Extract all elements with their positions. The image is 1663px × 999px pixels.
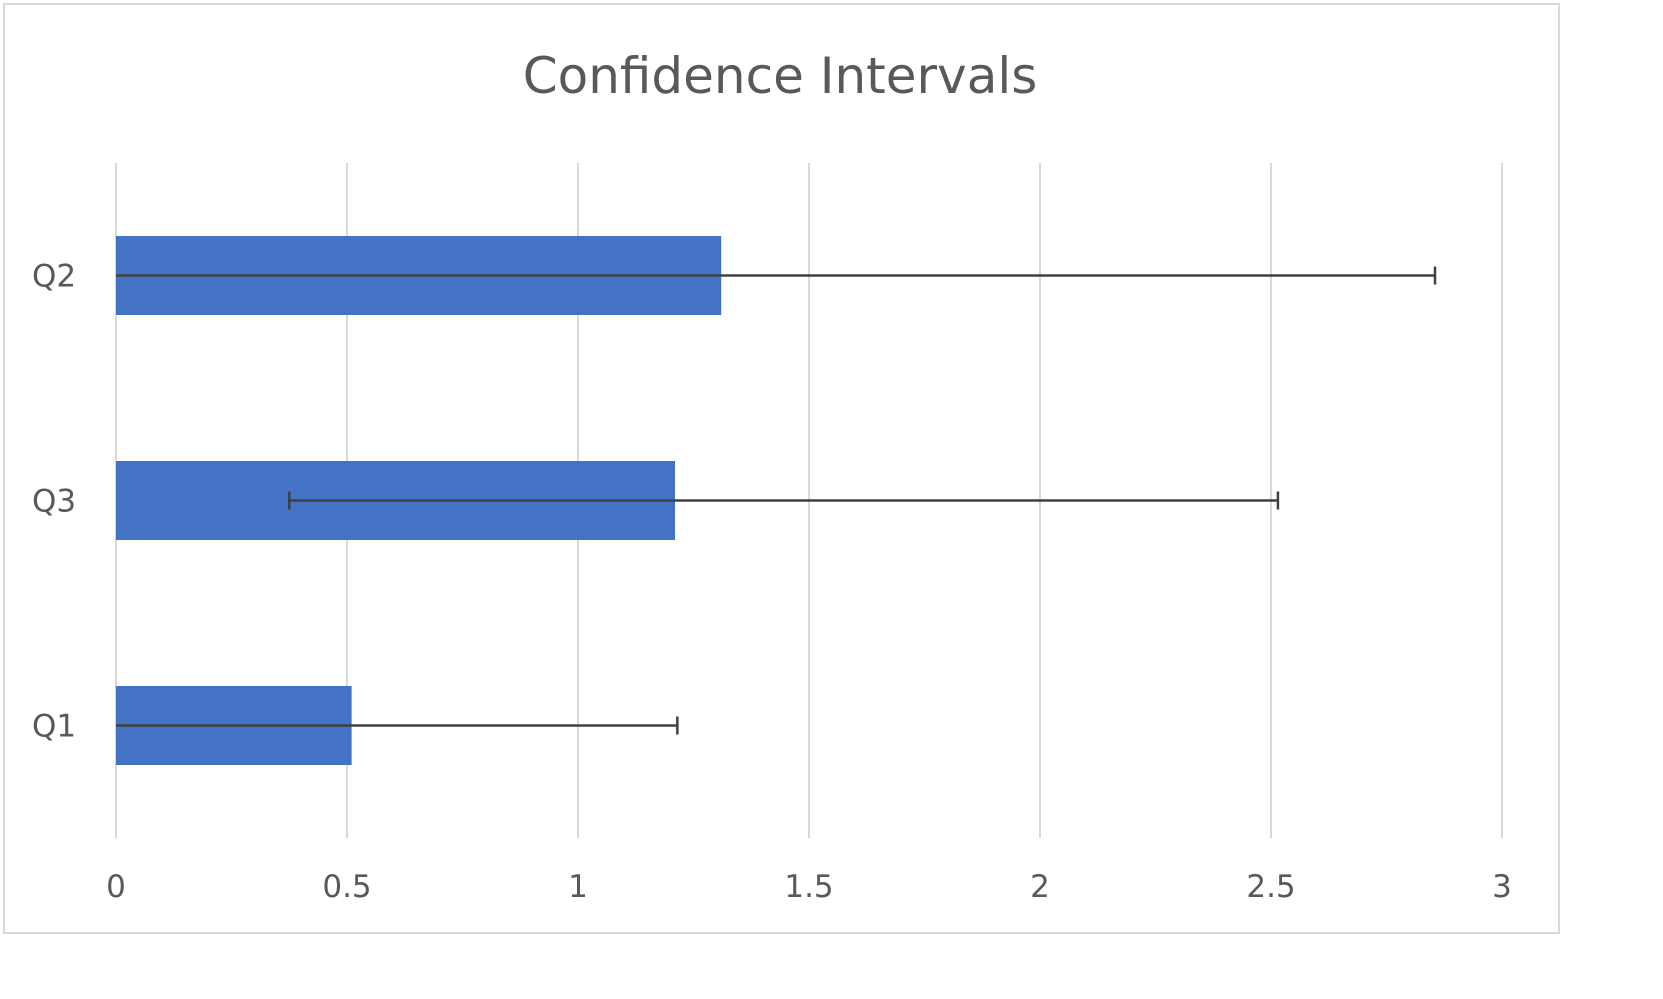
x-tick-label: 1 <box>568 869 588 905</box>
y-tick-label: Q2 <box>32 259 76 295</box>
x-tick-label: 3 <box>1492 869 1512 905</box>
x-tick-label: 2 <box>1030 869 1050 905</box>
x-tick-label: 0 <box>106 869 126 905</box>
x-tick-label: 2.5 <box>1246 869 1295 905</box>
y-tick-label: Q1 <box>32 709 76 745</box>
y-tick-label: Q3 <box>32 484 76 520</box>
chart-title: Confidence Intervals <box>523 47 1038 105</box>
x-axis-labels: 0 0.5 1 1.5 2 2.5 3 <box>106 869 1512 905</box>
y-axis-labels: Q1 Q3 Q2 <box>32 259 76 745</box>
x-tick-label: 1.5 <box>784 869 833 905</box>
error-bars <box>116 266 1437 735</box>
x-tick-label: 0.5 <box>322 869 371 905</box>
